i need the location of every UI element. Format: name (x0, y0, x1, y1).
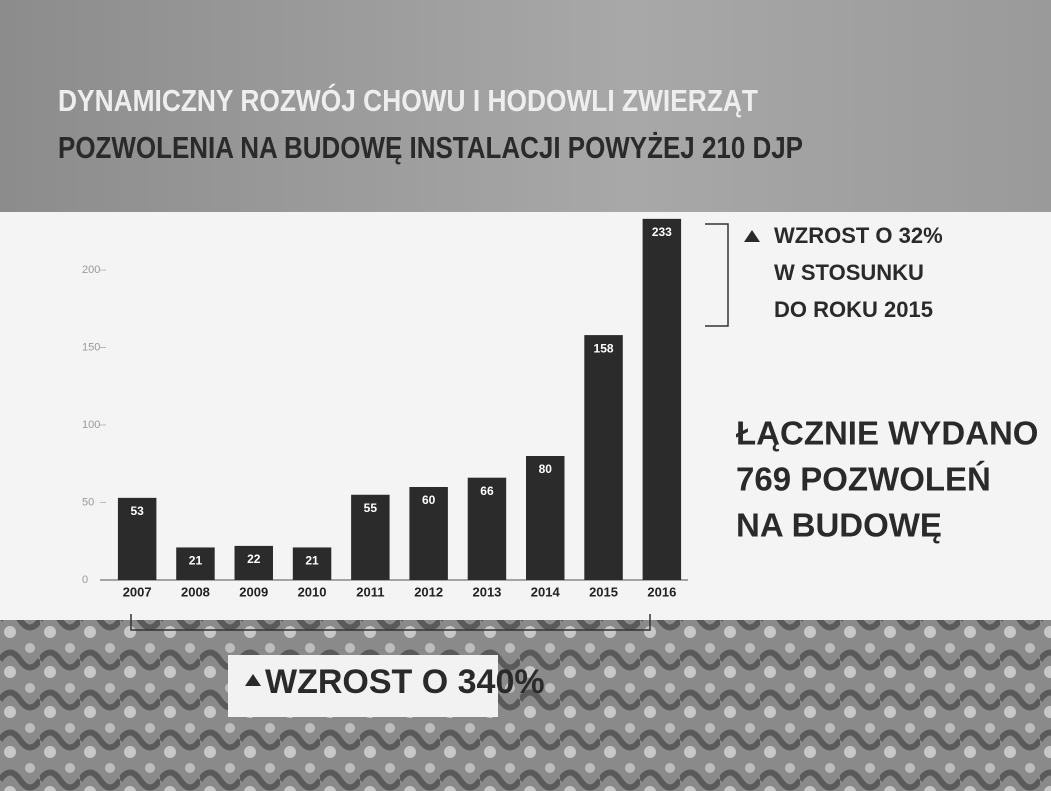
x-tick-label: 2010 (298, 584, 327, 599)
chart-title: DYNAMICZNY ROZWÓJ CHOWU I HODOWLI ZWIERZ… (58, 82, 758, 118)
value-label: 158 (594, 341, 614, 355)
value-label: 22 (247, 552, 261, 566)
y-tick-label: 0 (82, 574, 88, 586)
bar (584, 335, 622, 580)
value-label: 53 (130, 504, 144, 518)
annotation: NA BUDOWĘ (736, 507, 942, 544)
annotation: 769 POZWOLEŃ (736, 461, 991, 498)
value-label: 21 (305, 554, 319, 568)
x-tick-label: 2007 (123, 584, 152, 599)
x-tick-label: 2014 (531, 584, 561, 599)
x-tick-label: 2013 (472, 584, 501, 599)
value-label: 80 (539, 462, 553, 476)
x-tick-label: 2016 (647, 584, 676, 599)
y-tick-label: 200 (82, 264, 100, 276)
value-label: 60 (422, 493, 436, 507)
x-tick-label: 2009 (239, 584, 268, 599)
infographic: DYNAMICZNY ROZWÓJ CHOWU I HODOWLI ZWIERZ… (0, 0, 1051, 791)
y-tick-label: 100 (82, 419, 100, 431)
annotation: WZROST O 32% (774, 223, 943, 248)
annotation: ŁĄCZNIE WYDANO (736, 415, 1038, 452)
value-label: 21 (189, 554, 203, 568)
photo-band (0, 620, 1051, 791)
annotation: WZROST O 340% (265, 663, 545, 701)
value-label: 55 (364, 501, 378, 515)
annotation: W STOSUNKU (774, 260, 924, 285)
x-tick-label: 2011 (356, 584, 384, 599)
annotation: DO ROKU 2015 (774, 297, 933, 322)
x-tick-label: 2015 (589, 584, 618, 599)
x-tick-label: 2008 (181, 584, 210, 599)
value-label: 66 (480, 484, 494, 498)
x-tick-label: 2012 (414, 584, 443, 599)
value-label: 233 (652, 225, 672, 239)
bar (643, 219, 681, 580)
y-tick-label: 50 (82, 496, 94, 508)
chart-subtitle: POZWOLENIA NA BUDOWĘ INSTALACJI POWYŻEJ … (58, 130, 803, 165)
y-tick-label: 150 (82, 341, 100, 353)
